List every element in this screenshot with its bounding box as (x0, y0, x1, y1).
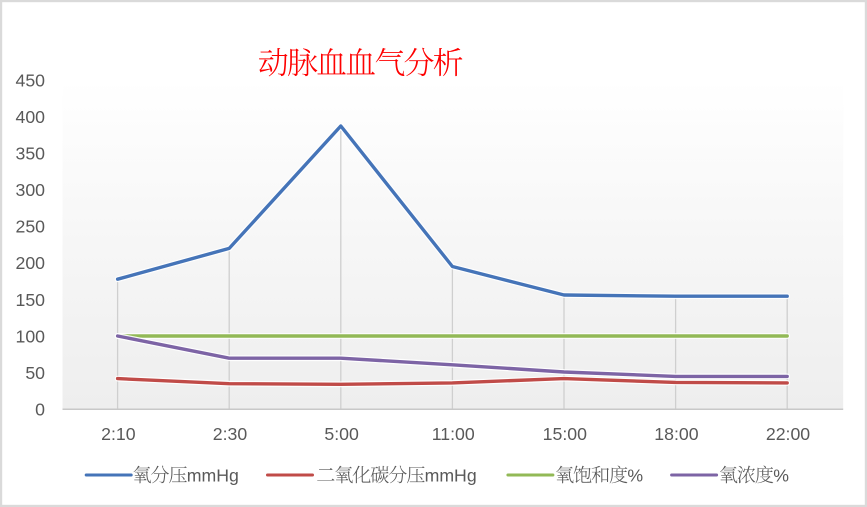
svg-text:400: 400 (15, 107, 45, 127)
svg-text:0: 0 (35, 400, 45, 420)
svg-text:300: 300 (15, 180, 45, 200)
svg-text:22:00: 22:00 (766, 424, 810, 444)
svg-text:18:00: 18:00 (654, 424, 698, 444)
svg-text:mmHg: mmHg (187, 466, 239, 486)
svg-text:50: 50 (25, 363, 45, 383)
svg-text:200: 200 (15, 253, 45, 273)
svg-text:2:10: 2:10 (101, 424, 136, 444)
svg-text:5:00: 5:00 (324, 424, 359, 444)
svg-text:15:00: 15:00 (543, 424, 587, 444)
svg-text:%: % (627, 466, 643, 486)
svg-text:11:00: 11:00 (432, 424, 475, 444)
svg-text:%: % (773, 466, 789, 486)
svg-text:450: 450 (15, 70, 45, 90)
svg-text:150: 150 (15, 290, 45, 310)
svg-text:2:30: 2:30 (213, 424, 248, 444)
svg-text:100: 100 (15, 326, 45, 346)
svg-text:mmHg: mmHg (425, 466, 477, 486)
svg-text:250: 250 (15, 217, 45, 237)
svg-text:350: 350 (15, 144, 45, 164)
